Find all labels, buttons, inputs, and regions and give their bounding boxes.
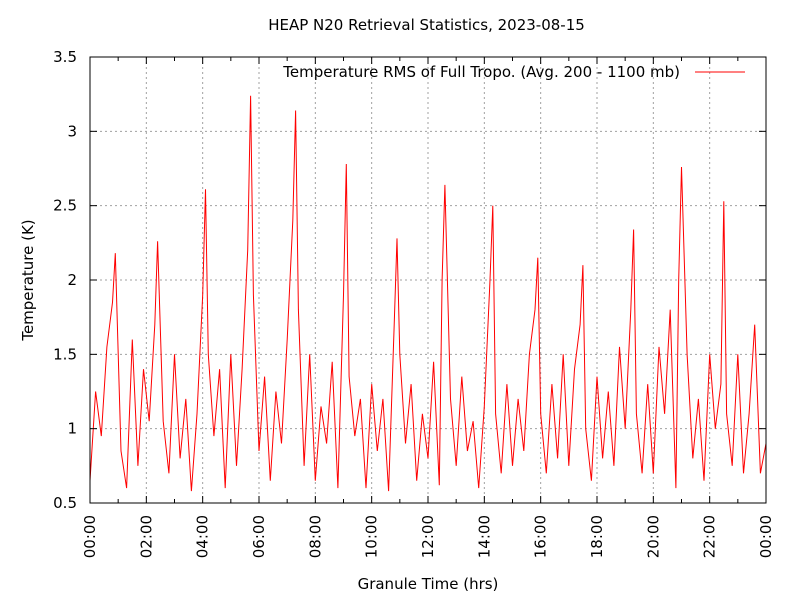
x-tick-label: 22:00 — [701, 515, 719, 558]
x-tick-label: 12:00 — [419, 515, 437, 558]
x-tick-label: 14:00 — [475, 515, 493, 558]
y-tick-label: 1.5 — [53, 345, 77, 363]
x-tick-label: 16:00 — [532, 515, 550, 558]
axis-ticks: 0.5 1 1.5 2 2.5 3 3.5 00:00 02:00 04:00 06:00 08:00… — [53, 48, 775, 558]
x-tick-label: 02:00 — [137, 515, 155, 558]
x-tick-label: 18:00 — [588, 515, 606, 558]
x-tick-label: 08:00 — [306, 515, 324, 558]
y-tick-label: 1 — [67, 420, 77, 438]
x-tick-label: 04:00 — [194, 515, 212, 558]
x-tick-label: 00:00 — [757, 515, 775, 558]
y-axis-label: Temperature (K) — [19, 219, 37, 341]
legend: Temperature RMS of Full Tropo. (Avg. 200… — [282, 63, 745, 81]
x-tick-label: 00:00 — [81, 515, 99, 558]
gridlines — [90, 57, 766, 503]
y-tick-label: 3 — [67, 122, 77, 140]
x-tick-label: 20:00 — [644, 515, 662, 558]
y-tick-label: 0.5 — [53, 494, 77, 512]
series-temperature-rms — [89, 95, 767, 492]
x-tick-label: 10:00 — [363, 515, 381, 558]
chart-title: HEAP N20 Retrieval Statistics, 2023-08-1… — [268, 16, 585, 34]
y-tick-label: 3.5 — [53, 48, 77, 66]
y-tick-label: 2 — [67, 271, 77, 289]
x-axis-label: Granule Time (hrs) — [357, 575, 499, 593]
series-line — [89, 95, 767, 492]
legend-label: Temperature RMS of Full Tropo. (Avg. 200… — [282, 63, 680, 81]
y-tick-label: 2.5 — [53, 197, 77, 215]
x-tick-label: 06:00 — [250, 515, 268, 558]
